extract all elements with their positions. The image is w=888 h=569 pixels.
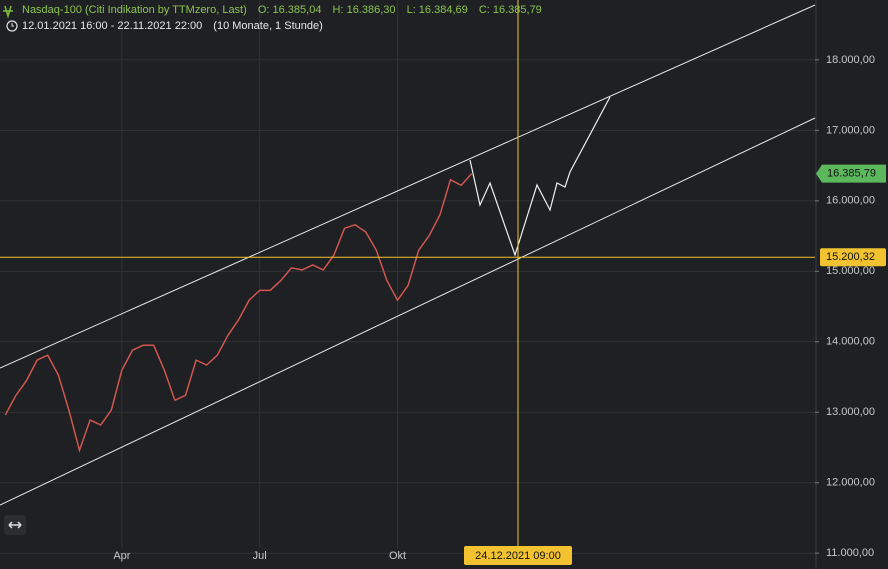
- x-tick-label: Okt: [389, 550, 406, 562]
- crosshair-date-box: [464, 546, 572, 565]
- scroll-icon: [8, 521, 22, 529]
- price-line: [4, 173, 473, 453]
- y-tick-label: 11.000,00: [826, 547, 874, 559]
- crosshair-date: 24.12.2021 09:00: [475, 550, 561, 562]
- y-tick-label: 18.000,00: [826, 54, 875, 66]
- time-range: 12.01.2021 16:00 - 22.11.2021 22:00 (10 …: [22, 20, 323, 32]
- header: Nasdaq-100 (Citi Indikation by TTMzero, …: [22, 4, 542, 16]
- instrument-icon: [3, 5, 13, 19]
- last-price: 16.385,79: [827, 168, 876, 180]
- y-tick-label: 12.000,00: [826, 477, 875, 489]
- channel-upper: [0, 4, 816, 369]
- close-value: C: 16.385,79: [479, 4, 542, 16]
- clock-hands: [11, 23, 14, 27]
- date-range: 12.01.2021 16:00 - 22.11.2021 22:00: [22, 20, 202, 32]
- y-tick-label: 16.000,00: [826, 195, 875, 207]
- open-value: O: 16.385,04: [258, 4, 322, 16]
- time-span: (10 Monate, 1 Stunde): [213, 20, 322, 32]
- last-price-box: [816, 164, 886, 183]
- projection-path: [469, 96, 611, 257]
- x-tick-label: Apr: [113, 550, 130, 562]
- crosshair-price: 15.200,32: [826, 251, 875, 263]
- y-tick-label: 13.000,00: [826, 406, 875, 418]
- y-tick-label: 14.000,00: [826, 336, 875, 348]
- high-value: H: 16.386,30: [333, 4, 396, 16]
- instrument-title: Nasdaq-100 (Citi Indikation by TTMzero, …: [22, 4, 247, 16]
- crosshair-price-box: [820, 248, 886, 267]
- low-value: L: 16.384,69: [407, 4, 468, 16]
- y-tick-label: 17.000,00: [826, 124, 875, 136]
- x-tick-label: Jul: [253, 550, 267, 562]
- channel-lower: [0, 117, 816, 506]
- clock-icon: [6, 20, 18, 32]
- y-tick-label: 15.000,00: [826, 265, 875, 277]
